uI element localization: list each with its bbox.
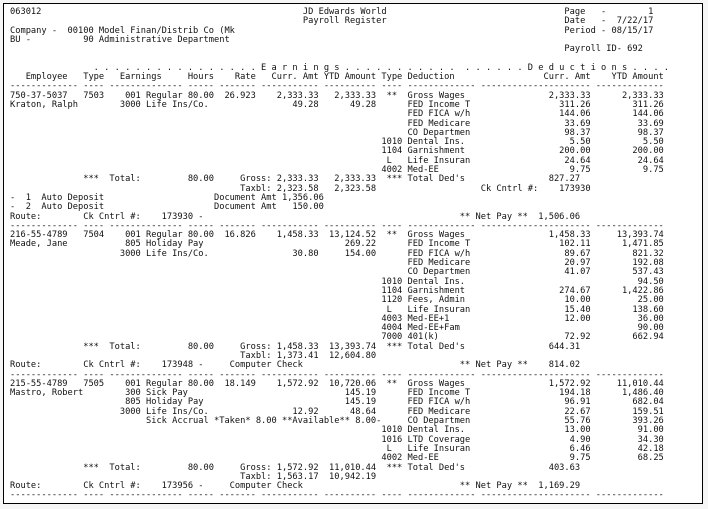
report-line-17: 4002 Med-EE 9.75 9.75 — [10, 165, 664, 176]
report-line-44: Sick Accrual *Taken* 8.00 **Available** … — [10, 416, 664, 427]
report-line-26: 3000 Life Ins/Co. 30.80 154.00 FED FICA … — [10, 248, 664, 259]
report-line-48: 4002 Med-EE 9.75 68.25 — [10, 453, 664, 464]
report-line-4: Payroll ID- 692 — [10, 44, 643, 55]
report-line-41: Mastro, Robert 300 Sick Pay 145.19 FED I… — [10, 388, 664, 399]
report-line-30: 1104 Garnishment 274.67 1,422.86 — [10, 285, 664, 296]
report-line-32: L Life Insuran 15.40 138.60 — [10, 304, 664, 315]
report-line-38: Route: Ck Cntrl #: 173948 - Computer Che… — [10, 360, 581, 371]
report-page: 063012 JD Edwards World Page - 1 Payroll… — [3, 3, 703, 504]
report-line-49: *** Total: 80.00 Gross: 1,572.92 11,010.… — [10, 462, 581, 473]
report-line-16: L Life Insuran 24.64 24.64 — [10, 155, 664, 166]
report-line-22: Route: Ck Cntrl #: 173930 - ** Net Pay *… — [10, 211, 581, 222]
report-line-21: - 2 Auto Deposit Document Amt 150.00 — [10, 202, 324, 213]
report-line-40: 215-55-4789 7505 001 Regular 80.00 18.14… — [10, 378, 664, 389]
report-line-33: 4003 Med-EE+1 12.00 36.00 — [10, 313, 664, 324]
report-line-43: 3000 Life Ins/Co. 12.92 48.64 FED Medica… — [10, 406, 664, 417]
report-line-39: ------------- ---- -------------- ----- … — [10, 369, 664, 380]
report-line-12: FED Medicare 33.69 33.69 — [10, 118, 664, 129]
report-line-23: ------------- ---- -------------- ----- … — [10, 220, 664, 231]
report-line-1: Payroll Register Date - 7/22/17 — [10, 16, 654, 27]
report-line-46: 1016 LTD Coverage 4.90 34.30 — [10, 434, 664, 445]
report-line-6: . . . . . . . . . . . . . . . . E a r n … — [10, 62, 670, 73]
report-line-52: ------------- ---- -------------- ----- … — [10, 490, 664, 501]
report-line-14: 1010 Dental Ins. 5.50 5.50 — [10, 137, 664, 148]
report-line-27: FED Medicare 20.97 192.08 — [10, 258, 664, 269]
report-line-36: *** Total: 80.00 Gross: 1,458.33 13,393.… — [10, 341, 581, 352]
report-line-20: - 1 Auto Deposit Document Amt 1,356.06 — [10, 192, 324, 203]
report-line-10: Kraton, Ralph 3000 Life Ins/Co. 49.28 49… — [10, 99, 664, 110]
report-line-3: BU - 90 Administrative Department — [10, 34, 230, 45]
report-line-45: 1010 Dental Ins. 13.00 91.00 — [10, 425, 664, 436]
report-line-42: 805 Holiday Pay 145.19 FED FICA w/h 96.9… — [10, 397, 664, 408]
report-line-2: Company - 00100 Model Finan/Distrib Co (… — [10, 25, 654, 36]
report-line-7: Employee Type Earnings Hours Rate Curr. … — [10, 72, 664, 83]
report-line-15: 1104 Garnishment 200.00 200.00 — [10, 146, 664, 157]
report-line-8: ------------- ---- -------------- ----- … — [10, 81, 664, 92]
report-line-47: L Life Insuran 6.46 42.18 — [10, 443, 664, 454]
report-line-35: 7000 401(k) 72.92 662.94 — [10, 332, 664, 343]
report-line-19: Taxbl: 2,323.58 2,323.58 Ck Cntrl #: 173… — [10, 183, 591, 194]
report-line-28: CO Departmen 41.07 537.43 — [10, 267, 664, 278]
report-line-24: 216-55-4789 7504 001 Regular 80.00 16.82… — [10, 230, 664, 241]
payroll-register-report: 063012 JD Edwards World Page - 1 Payroll… — [4, 4, 702, 501]
report-line-31: 1120 Fees, Admin 10.00 25.00 — [10, 295, 664, 306]
report-line-37: Taxbl: 1,373.41 12,604.80 — [10, 350, 377, 361]
report-line-9: 750-37-5037 7503 001 Regular 80.00 26.92… — [10, 90, 664, 101]
report-line-25: Meade, Jane 805 Holiday Pay 269.22 FED I… — [10, 239, 664, 250]
report-line-34: 4004 Med-EE+Fam 90.00 — [10, 323, 664, 334]
report-line-0: 063012 JD Edwards World Page - 1 — [10, 7, 654, 17]
report-line-13: CO Departmen 98.37 98.37 — [10, 127, 664, 138]
report-line-18: *** Total: 80.00 Gross: 2,333.33 2,333.3… — [10, 174, 581, 185]
report-line-50: Taxbl: 1,563.17 10,942.19 — [10, 471, 377, 482]
report-line-51: Route: Ck Cntrl #: 173956 - Computer Che… — [10, 481, 581, 492]
report-line-29: 1010 Dental Ins. 94.50 — [10, 276, 664, 287]
report-line-11: FED FICA w/h 144.06 144.06 — [10, 109, 664, 120]
